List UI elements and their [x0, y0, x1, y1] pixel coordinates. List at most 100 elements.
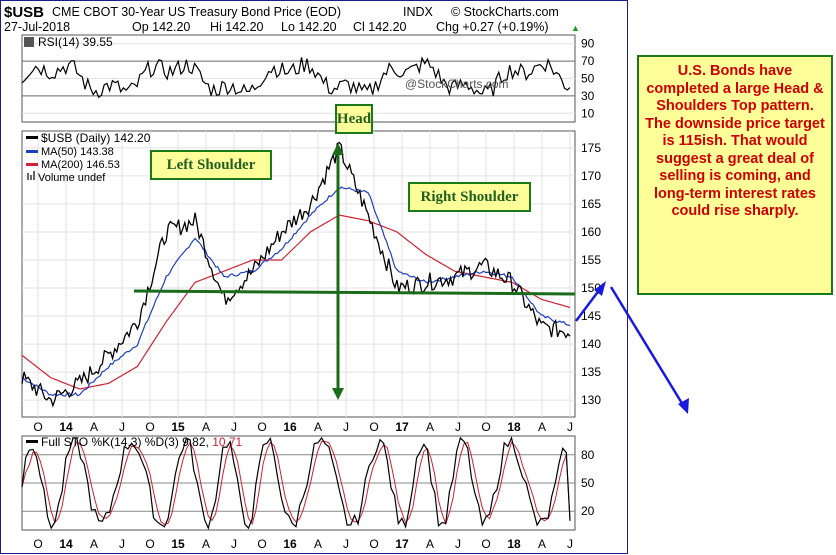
price-legend-label: $USB (Daily) 142.20: [41, 131, 151, 145]
price-line: [21, 141, 571, 408]
volume-legend-icon: [27, 173, 29, 180]
head-label: Head: [335, 104, 373, 134]
symbol-label: $USB: [4, 4, 44, 21]
sto-d-line: [21, 440, 571, 526]
x-tick-label: 15: [171, 537, 185, 551]
stochastic-panel: 80 50 20 Full STO %K(14,3) %D(3) 9.82, 10.…: [21, 435, 595, 531]
x-axis-lower: O 14 A J O 15 A J O 16 A J O 17 A J O 18 A J: [33, 537, 573, 551]
change-label: Chg +0.27 (+0.19%): [436, 20, 549, 34]
ma50-legend-label: MA(50) 143.38: [41, 146, 114, 158]
ma200-line: [21, 214, 571, 390]
rsi-panel: 90 70 50 30 10 RSI(14) 39.55 @StockCharts.co…: [21, 34, 595, 123]
x-tick-label: A: [202, 537, 210, 551]
chart-title: CME CBOT 30-Year US Treasury Bond Price …: [52, 5, 341, 19]
x-tick-label: O: [481, 537, 490, 551]
price-tick-label: 140: [581, 337, 601, 351]
price-tick-label: 165: [581, 197, 601, 211]
left-shoulder-label: Left Shoulder: [150, 150, 272, 180]
x-tick-label: A: [90, 537, 98, 551]
x-tick-label: 17: [395, 420, 409, 434]
ma200-legend-swatch: [26, 163, 38, 166]
sto-ticks: 80 50 20: [581, 448, 595, 518]
rsi-ticks: 90 70 50 30 10: [581, 37, 595, 121]
open-label: Op 142.20: [132, 20, 190, 34]
target-arrow-line: [609, 286, 685, 406]
x-tick-label: A: [314, 420, 322, 434]
rsi-watermark: @StockCharts.com: [405, 77, 509, 91]
close-label: Cl 142.20: [353, 20, 407, 34]
x-tick-label: O: [369, 537, 378, 551]
target-arrow-icon: [678, 398, 689, 414]
price-tick-label: 135: [581, 365, 601, 379]
x-tick-label: A: [538, 537, 546, 551]
x-tick-label: J: [343, 420, 349, 434]
exchange-label: INDX: [403, 5, 434, 19]
price-tick-label: 155: [581, 253, 601, 267]
price-panel-frame: [21, 130, 576, 418]
x-tick-label: A: [314, 537, 322, 551]
x-tick-label: O: [145, 537, 154, 551]
x-tick-label: 16: [283, 420, 297, 434]
sto-label-d: 10.71: [212, 435, 242, 449]
x-tick-label: O: [33, 420, 42, 434]
x-tick-label: 14: [59, 420, 73, 434]
rsi-tick-label: 90: [581, 37, 595, 51]
rsi-tick-label: 50: [581, 72, 595, 86]
note-box: U.S. Bonds have completed a large Head &…: [637, 55, 833, 295]
x-tick-label: O: [369, 420, 378, 434]
arrow-to-note-line: [575, 288, 601, 322]
x-tick-label: O: [145, 420, 154, 434]
x-tick-label: J: [231, 420, 237, 434]
x-tick-label: 15: [171, 420, 185, 434]
x-tick-label: A: [90, 420, 98, 434]
x-tick-label: J: [567, 420, 573, 434]
rsi-tick-label: 10: [581, 106, 595, 120]
sto-label: Full STO %K(14,3) %D(3) 9.82, 10.71: [41, 435, 243, 449]
x-tick-label: J: [567, 537, 573, 551]
x-tick-label: J: [455, 420, 461, 434]
up-arrow-icon: ▲: [571, 23, 580, 33]
ma50-legend-swatch: [26, 150, 38, 153]
x-tick-label: O: [257, 420, 266, 434]
rsi-grid: [22, 43, 575, 114]
x-tick-label: J: [455, 537, 461, 551]
measure-arrow-down-icon: [332, 388, 344, 400]
x-tick-label: O: [33, 537, 42, 551]
rsi-tick-label: 30: [581, 89, 595, 103]
sto-tick-label: 80: [581, 448, 595, 462]
x-tick-label: A: [426, 537, 434, 551]
x-tick-label: A: [426, 420, 434, 434]
arrow-to-note-icon: [594, 281, 606, 296]
right-shoulder-label: Right Shoulder: [408, 182, 531, 212]
x-axis-upper: O 14 A J O 15 A J O 16 A J O 17 A J O 18 A J: [33, 420, 573, 434]
volume-legend-label: Volume undef: [38, 172, 106, 184]
x-tick-label: 16: [283, 537, 297, 551]
price-tick-label: 145: [581, 309, 601, 323]
x-tick-label: J: [231, 537, 237, 551]
x-tick-label: 18: [507, 420, 521, 434]
price-tick-label: 175: [581, 141, 601, 155]
rsi-legend-swatch: [24, 37, 34, 47]
brand-label: © StockCharts.com: [451, 5, 559, 19]
price-tick-label: 160: [581, 225, 601, 239]
x-tick-label: 17: [395, 537, 409, 551]
x-tick-label: O: [481, 420, 490, 434]
high-label: Hi 142.20: [210, 20, 264, 34]
rsi-label: RSI(14) 39.55: [38, 35, 113, 49]
rsi-tick-label: 70: [581, 54, 595, 68]
x-tick-label: 18: [507, 537, 521, 551]
sto-label-main: Full STO %K(14,3) %D(3) 9.82,: [41, 435, 209, 449]
low-label: Lo 142.20: [281, 20, 337, 34]
sto-tick-label: 20: [581, 504, 595, 518]
price-legend-swatch: [26, 136, 38, 139]
x-tick-label: J: [343, 537, 349, 551]
date-label: 27-Jul-2018: [4, 20, 70, 34]
neckline: [133, 289, 576, 296]
x-tick-label: O: [257, 537, 266, 551]
ma50-line: [21, 186, 571, 397]
measure-arrow-up-icon: [332, 143, 344, 155]
x-tick-label: 14: [59, 537, 73, 551]
